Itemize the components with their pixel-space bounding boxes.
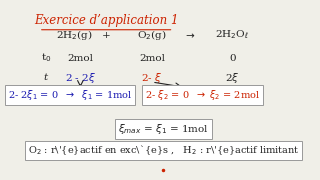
Text: O$_2$(g): O$_2$(g) [137, 28, 167, 42]
Text: 2 - 2$\xi$: 2 - 2$\xi$ [65, 71, 96, 85]
Text: t: t [44, 73, 48, 82]
Text: t$_0$: t$_0$ [41, 52, 51, 64]
Text: 2- $\xi_2$ = 0  $\rightarrow$ $\xi_2$ = 2mol: 2- $\xi_2$ = 0 $\rightarrow$ $\xi_2$ = 2… [145, 88, 260, 102]
Text: 2mol: 2mol [139, 54, 165, 63]
Text: Exercice d’application 1: Exercice d’application 1 [34, 14, 179, 27]
Text: +: + [102, 31, 110, 40]
Text: 2mol: 2mol [68, 54, 93, 63]
Text: O$_2$ : r\'{e}actif en exc\`{e}s ,   H$_2$ : r\'{e}actif limitant: O$_2$ : r\'{e}actif en exc\`{e}s , H$_2$… [28, 143, 299, 157]
Text: $\rightarrow$: $\rightarrow$ [183, 30, 196, 40]
Text: 2$\xi$: 2$\xi$ [225, 71, 239, 85]
Text: 2H$_2$O$_\ell$: 2H$_2$O$_\ell$ [215, 29, 249, 41]
Text: 2- $\xi$: 2- $\xi$ [141, 71, 163, 85]
Text: 0: 0 [229, 54, 236, 63]
Text: $\xi_{max}$ = $\xi_1$ = 1mol: $\xi_{max}$ = $\xi_1$ = 1mol [118, 122, 209, 136]
Text: 2- 2$\xi_1$ = 0  $\rightarrow$  $\xi_1$ = 1mol: 2- 2$\xi_1$ = 0 $\rightarrow$ $\xi_1$ = … [8, 88, 132, 102]
Text: 2H$_2$(g): 2H$_2$(g) [56, 28, 93, 42]
